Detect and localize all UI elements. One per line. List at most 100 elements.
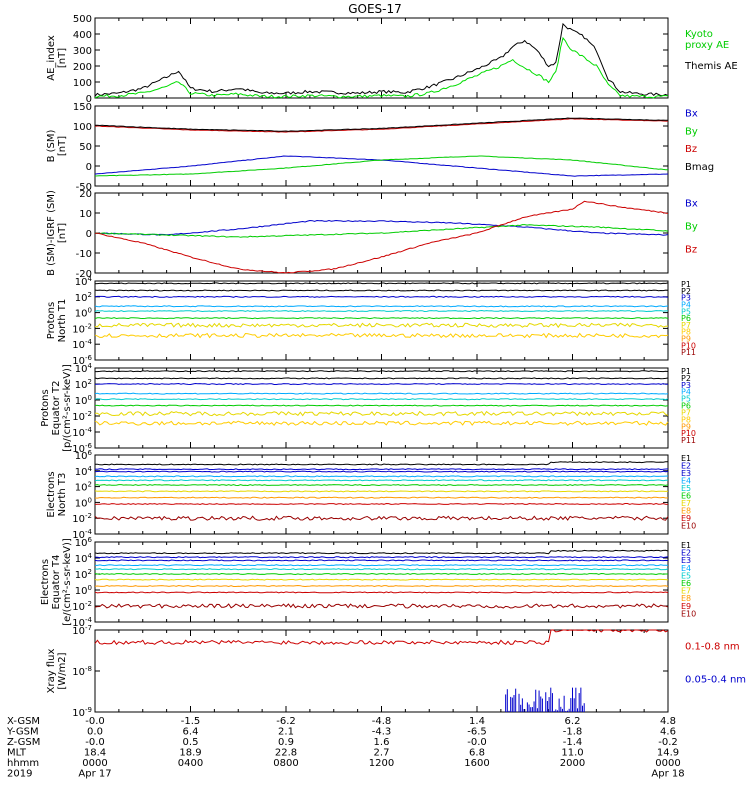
legend-entry: E9 (681, 514, 691, 523)
orbit-value: 1.6 (374, 737, 390, 748)
legend-entry: E7 (681, 587, 691, 596)
legend-entry: Bx (685, 199, 698, 210)
orbit-value: 0.0 (87, 727, 103, 738)
series-line-e6 (94, 484, 669, 487)
y-axis-label: [p/(cm²-s-sr-keV)] (62, 364, 73, 452)
legend-entry: E10 (681, 522, 696, 531)
legend-entry: E5 (681, 571, 691, 580)
panel-7: 106 104 102 100 10-2 10-4 Electrons Equator T4[… (40, 536, 696, 629)
legend-entry: By (685, 222, 698, 233)
series-line-p1 (95, 370, 669, 373)
series-line-e7 (94, 578, 669, 581)
y-tick-label: 10-9 (72, 706, 92, 719)
series-line-e4 (95, 564, 669, 567)
series-line-by (94, 224, 669, 238)
legend-entry: P11 (681, 436, 696, 445)
y-axis-label: [nT] (57, 136, 68, 156)
series-line-e2 (94, 468, 669, 471)
y-tick-label: 10-6 (72, 354, 92, 367)
legend-entry: P3 (681, 381, 691, 390)
legend-entry: E6 (681, 579, 691, 588)
orbit-value: 0.9 (278, 737, 294, 748)
legend-entry: P7 (681, 321, 691, 330)
orbit-value: 11.0 (561, 748, 583, 759)
series-line-p6 (95, 404, 669, 407)
series-line-p8 (94, 332, 669, 339)
series-line-bx (94, 219, 669, 236)
series-line-e5 (94, 479, 669, 482)
legend-entry: E2 (681, 462, 691, 471)
orbit-value: Apr 18 (651, 769, 684, 780)
series-line-p5 (94, 398, 669, 401)
legend-entry: 0.1-0.8 nm (685, 642, 740, 653)
y-axis-label: Equator T2 (51, 381, 62, 436)
orbit-value: -0.2 (658, 737, 678, 748)
y-tick-label: 104 (75, 362, 93, 375)
legend-entry: E1 (681, 541, 691, 550)
orbit-value: 18.9 (179, 748, 201, 759)
y-axis-label: Xray flux (46, 649, 57, 694)
legend-entry: P5 (681, 307, 691, 316)
series-line-e2 (94, 556, 669, 559)
series-line-e1 (94, 549, 669, 555)
series-line-p3 (94, 295, 669, 298)
y-tick-label: -20 (76, 269, 92, 280)
panel-frame (94, 17, 669, 99)
legend-entry: P10 (681, 429, 696, 438)
y-tick-label: 10-2 (72, 410, 92, 423)
y-axis-label: Protons (46, 302, 57, 339)
panel-2: -50 0 50 100 150 B (SM) [nT] Bx By Bz Bmag (46, 102, 714, 193)
legend-entry: E1 (681, 454, 691, 463)
orbit-value: 6.2 (565, 716, 581, 727)
series-line-e4 (94, 475, 669, 478)
y-tick-label: 400 (73, 30, 92, 41)
orbit-value: 4.6 (660, 727, 676, 738)
series-line-p7 (94, 410, 669, 417)
y-tick-label: 102 (75, 568, 92, 581)
y-tick-label: 100 (75, 496, 92, 509)
legend-entry: P1 (681, 367, 691, 376)
y-tick-label: 10-7 (72, 624, 92, 637)
y-axis-label: B (SM) (46, 129, 57, 162)
series-line-e10 (94, 515, 669, 521)
y-tick-label: 10-6 (72, 442, 92, 455)
orbit-value: -1.8 (563, 727, 583, 738)
y-tick-label: 500 (73, 14, 92, 25)
series-line-themis-ae (94, 22, 669, 97)
legend-entry: P8 (681, 328, 691, 337)
orbit-value: 1200 (369, 758, 394, 769)
legend-entry: E3 (681, 556, 691, 565)
panel-frame (94, 280, 669, 361)
series-line-e6 (94, 572, 668, 576)
orbit-value: 18.4 (84, 748, 106, 759)
series-line-e1 (94, 461, 668, 466)
series-line-p6 (94, 317, 669, 320)
y-tick-label: 150 (73, 102, 92, 113)
orbit-row-label: X-GSM (7, 716, 40, 727)
panel-frame (94, 367, 669, 449)
orbit-value: 1600 (464, 758, 489, 769)
orbit-value: 0000 (82, 758, 107, 769)
legend-entry: 0.05-0.4 nm (685, 674, 746, 685)
legend-entry: P8 (681, 415, 691, 424)
legend-entry: E4 (681, 564, 691, 573)
panel-legend: Bx By Bz (685, 199, 698, 256)
orbit-value: Apr 17 (78, 769, 111, 780)
legend-entry: E8 (681, 594, 691, 603)
legend-entry: Bx (685, 109, 698, 120)
legend-entry: P10 (681, 341, 696, 350)
orbit-value: -4.8 (372, 716, 392, 727)
series-line-e9 (94, 502, 669, 506)
orbit-row-label: Z-GSM (7, 737, 40, 748)
y-tick-label: 100 (75, 584, 92, 597)
y-tick-label: 102 (75, 378, 92, 391)
series-line-0.1-0.8 nm (94, 629, 669, 646)
series-line-bx (94, 155, 669, 177)
orbit-value: -0.0 (85, 737, 105, 748)
series-line-by (94, 155, 669, 177)
orbit-value: 0800 (273, 758, 298, 769)
